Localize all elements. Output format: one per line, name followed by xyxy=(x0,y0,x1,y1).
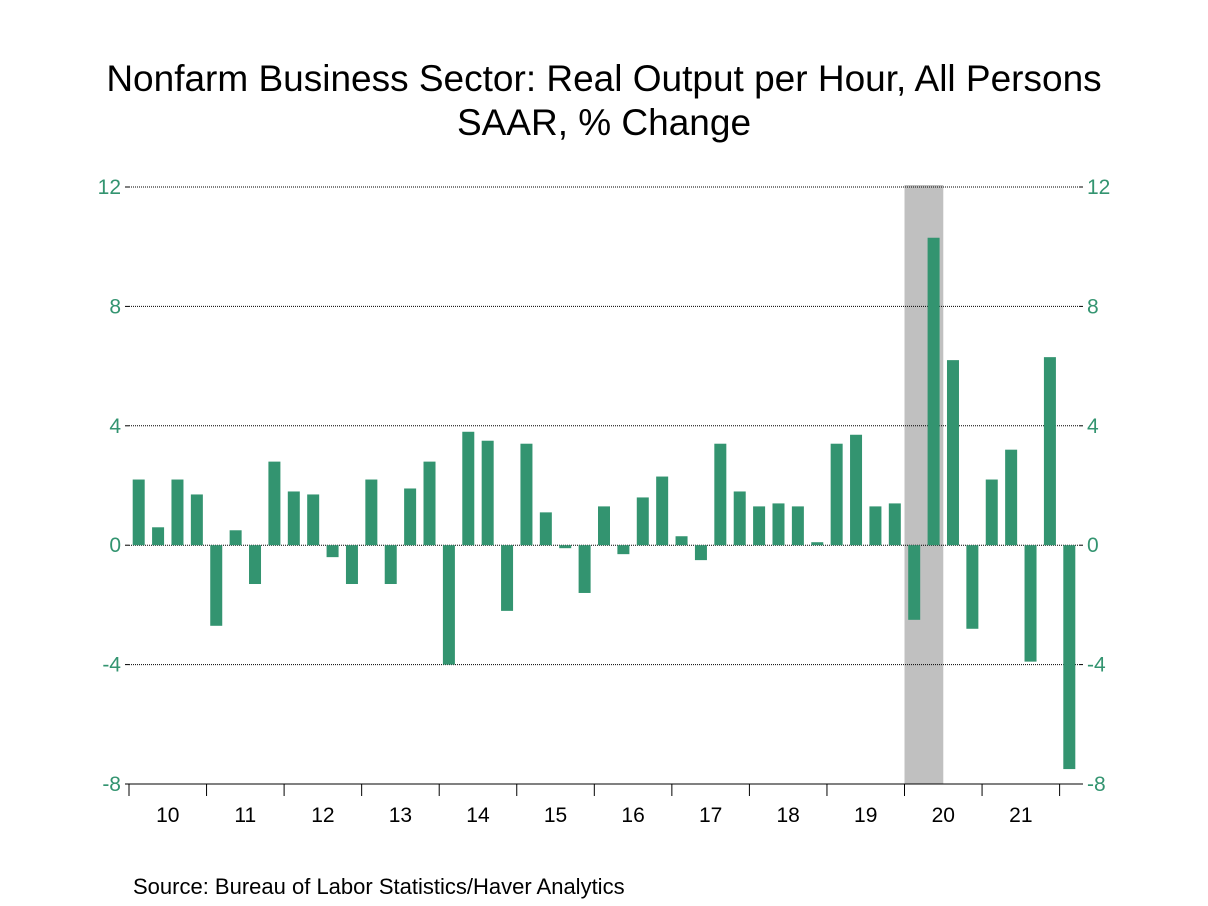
bar xyxy=(501,545,514,611)
bar xyxy=(733,491,746,546)
y-tick-label-right: 4 xyxy=(1087,415,1099,438)
bar xyxy=(307,494,320,546)
bar xyxy=(656,476,669,546)
bar xyxy=(869,506,882,546)
bar xyxy=(229,530,242,546)
y-tick-label-left: -8 xyxy=(102,773,121,796)
bar xyxy=(190,494,203,546)
y-tick-label-left: 12 xyxy=(98,176,121,199)
bar xyxy=(946,360,959,546)
bar xyxy=(404,488,417,546)
bar xyxy=(617,545,630,555)
bar xyxy=(384,545,397,585)
x-tick-label: 13 xyxy=(389,804,412,827)
bar xyxy=(694,545,707,561)
x-tick-label: 14 xyxy=(466,804,490,827)
bar xyxy=(791,506,804,546)
bar xyxy=(287,491,300,546)
bar xyxy=(462,431,475,546)
bar xyxy=(985,479,998,546)
bar xyxy=(345,545,358,585)
bar xyxy=(249,545,262,585)
y-tick-label-left: 4 xyxy=(109,415,121,438)
bar xyxy=(888,503,901,546)
y-tick-label-right: 8 xyxy=(1087,295,1099,318)
x-tick-label: 21 xyxy=(1009,804,1032,827)
bar xyxy=(850,434,863,546)
chart-subtitle: SAAR, % Change xyxy=(456,102,752,143)
bar xyxy=(1063,545,1076,770)
bar xyxy=(927,237,940,546)
bar xyxy=(830,443,843,546)
bar xyxy=(559,545,572,549)
bar xyxy=(1024,545,1037,662)
bar xyxy=(365,479,378,546)
x-tick-label: 11 xyxy=(234,804,256,827)
y-tick-label-right: 12 xyxy=(1087,176,1110,199)
bar xyxy=(132,479,145,546)
y-tick-label-right: -4 xyxy=(1087,654,1106,677)
bar xyxy=(714,443,727,546)
bar xyxy=(210,545,223,626)
bar xyxy=(908,545,921,620)
x-tick-label: 10 xyxy=(156,804,179,827)
bar xyxy=(966,545,979,629)
bar xyxy=(1005,449,1018,546)
x-tick-label: 19 xyxy=(854,804,877,827)
bar xyxy=(326,545,339,558)
x-tick-label: 20 xyxy=(932,804,955,827)
x-tick-label: 16 xyxy=(621,804,644,827)
bar xyxy=(811,542,824,546)
bar xyxy=(1043,357,1056,546)
x-tick-label: 12 xyxy=(311,804,334,827)
y-tick-label-left: -4 xyxy=(102,654,121,677)
source-note: Source: Bureau of Labor Statistics/Haver… xyxy=(133,874,625,899)
chart-title: Nonfarm Business Sector: Real Output per… xyxy=(106,58,1102,99)
y-tick-label-left: 0 xyxy=(109,534,121,557)
bar xyxy=(442,545,455,665)
x-tick-label: 18 xyxy=(777,804,800,827)
bar xyxy=(598,506,610,546)
bar xyxy=(481,440,494,546)
bar xyxy=(675,536,688,546)
bar xyxy=(578,545,591,593)
bar xyxy=(152,527,165,546)
x-tick-label: 15 xyxy=(544,804,567,827)
bar xyxy=(423,461,436,546)
x-tick-label: 17 xyxy=(699,804,722,827)
bar xyxy=(268,461,281,546)
bar xyxy=(753,506,766,546)
bar xyxy=(520,443,533,546)
y-tick-label-right: 0 xyxy=(1087,534,1099,557)
y-tick-label-left: 8 xyxy=(109,295,121,318)
y-tick-label-right: -8 xyxy=(1087,773,1106,796)
bar xyxy=(171,479,184,546)
bar xyxy=(539,512,552,546)
bar xyxy=(636,497,649,546)
bar xyxy=(772,503,785,546)
